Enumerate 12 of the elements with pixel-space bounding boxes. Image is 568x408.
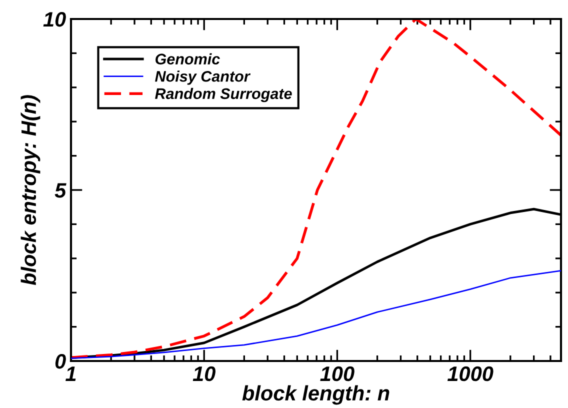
x-tick-label: 100 <box>320 366 354 382</box>
x-tick-label: 10 <box>192 366 216 382</box>
x-axis-title: block length: n <box>242 385 390 405</box>
legend-label: Genomic <box>156 53 220 64</box>
legend-label: Random Surrogate <box>155 88 292 102</box>
legend-label: Noisy Cantor <box>155 70 251 85</box>
y-axis-title: block entropy: H(n) <box>20 95 40 286</box>
x-tick-label: 1 <box>66 366 76 381</box>
y-tick-label: 10 <box>43 12 66 27</box>
y-tick-label: 0 <box>55 354 66 369</box>
y-tick-label: 5 <box>54 183 66 198</box>
x-tick-label: 1000 <box>447 366 494 382</box>
